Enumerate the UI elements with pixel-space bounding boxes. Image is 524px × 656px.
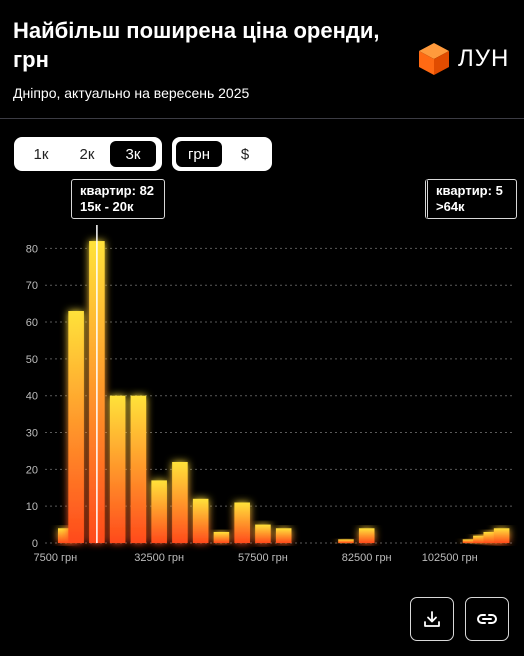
logo-text: ЛУН: [458, 45, 510, 72]
rooms-1-button[interactable]: 1к: [33, 145, 49, 163]
price-histogram: 0 10 20 30 40 50 60 70 80 7500 грн 32500 грн 57500 …: [26, 225, 512, 564]
y-tick-label: 20: [26, 464, 38, 476]
tooltip-range: 15к - 20к: [80, 199, 134, 214]
currency-filter: грн $: [172, 137, 272, 171]
lun-logo[interactable]: ЛУН: [418, 42, 509, 76]
tooltip-last-bin: квартир: 5 >64к: [425, 179, 517, 219]
y-tick-label: 30: [26, 428, 38, 440]
histogram-bar[interactable]: [483, 531, 500, 543]
histogram-bar[interactable]: [275, 528, 292, 543]
y-tick-label: 50: [26, 354, 38, 366]
histogram-bar[interactable]: [130, 395, 147, 543]
page-title: Найбільш поширена ціна оренди, грн: [13, 18, 380, 72]
histogram-bar[interactable]: [493, 528, 510, 543]
histogram-bar[interactable]: [358, 528, 375, 543]
histogram-bar[interactable]: [462, 539, 479, 543]
header: Найбільш поширена ціна оренди, грн Дніпр…: [0, 0, 524, 118]
histogram-bar[interactable]: [255, 524, 271, 543]
y-tick-label: 60: [26, 317, 38, 329]
tooltip-range: >64к: [436, 199, 465, 214]
histogram-bar[interactable]: [338, 539, 354, 543]
download-button[interactable]: [410, 597, 454, 641]
y-tick-label: 10: [26, 501, 38, 513]
y-tick-label: 70: [26, 280, 38, 292]
histogram-bar[interactable]: [234, 502, 250, 543]
y-tick-label: 80: [26, 243, 38, 255]
rooms-3-button[interactable]: 3к: [110, 141, 156, 167]
currency-uah-button[interactable]: грн: [176, 141, 222, 167]
x-tick-label: 32500 грн: [134, 552, 184, 564]
copy-link-button[interactable]: [465, 597, 509, 641]
rooms-2-button[interactable]: 2к: [79, 145, 95, 163]
y-tick-label: 0: [32, 538, 38, 550]
histogram-bar[interactable]: [473, 535, 489, 543]
link-icon: [477, 614, 497, 624]
rooms-filter: 1к 2к 3к: [14, 137, 162, 171]
header-divider: [0, 118, 524, 119]
x-tick-label: 57500 грн: [238, 552, 288, 564]
x-tick-label: 82500 грн: [342, 552, 392, 564]
y-tick-label: 40: [26, 391, 38, 403]
histogram-bar[interactable]: [172, 461, 188, 543]
currency-usd-button[interactable]: $: [240, 145, 250, 163]
cube-icon: [419, 43, 449, 75]
tooltip-max-bin: квартир: 82 15к - 20к: [71, 179, 165, 219]
tooltip-count: квартир: 5: [436, 183, 503, 198]
histogram-bar[interactable]: [213, 531, 230, 543]
tooltip-count: квартир: 82: [80, 183, 155, 198]
page-subtitle: Дніпро, актуально на вересень 2025: [13, 85, 250, 101]
download-icon: [424, 611, 440, 627]
x-tick-label: 7500 грн: [34, 552, 78, 564]
histogram-bar[interactable]: [109, 395, 126, 543]
histogram-bar[interactable]: [192, 498, 209, 543]
histogram-bar[interactable]: [68, 311, 84, 543]
x-tick-label: 102500 грн: [422, 552, 478, 564]
histogram-bar[interactable]: [151, 480, 167, 543]
